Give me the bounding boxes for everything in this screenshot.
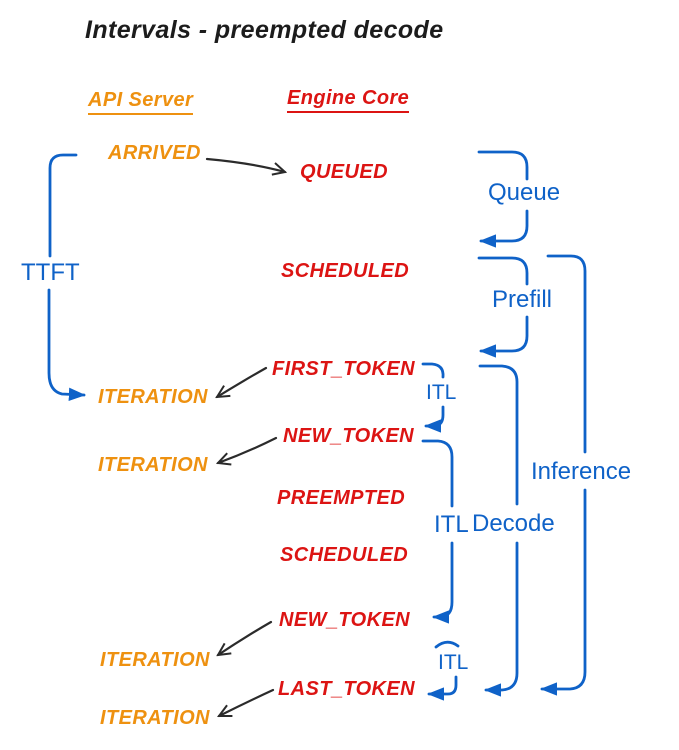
event-iteration-4: ITERATION <box>100 707 210 729</box>
interval-label-inference: Inference <box>531 458 632 485</box>
arrow-arrived-to-queued <box>205 157 285 172</box>
event-first-token: FIRST_TOKEN <box>272 358 415 380</box>
event-new-token-2: NEW_TOKEN <box>279 609 411 631</box>
event-scheduled-1: SCHEDULED <box>281 260 410 282</box>
event-last-token: LAST_TOKEN <box>278 678 415 700</box>
column-header-engine-core: Engine Core <box>287 88 410 113</box>
interval-label-itl-first: ITL <box>426 381 457 404</box>
interval-label-ttft: TTFT <box>21 259 80 286</box>
arrow-first-token-to-iteration <box>217 366 268 397</box>
arrow-new-token2-to-iteration <box>218 620 273 655</box>
arrow-new-token-to-iteration <box>218 436 278 463</box>
interval-label-decode: Decode <box>472 510 555 537</box>
event-arrived: ARRIVED <box>108 142 201 164</box>
event-iteration-3: ITERATION <box>100 649 210 671</box>
event-new-token-1: NEW_TOKEN <box>283 425 415 447</box>
arrow-last-token-to-iteration <box>219 688 275 718</box>
diagram-title: Intervals - preempted decode <box>85 16 444 44</box>
event-iteration-2: ITERATION <box>98 454 208 476</box>
interval-label-itl-long: ITL <box>434 511 469 538</box>
event-scheduled-2: SCHEDULED <box>280 544 409 566</box>
event-preempted: PREEMPTED <box>277 487 406 509</box>
event-iteration-1: ITERATION <box>98 386 208 408</box>
column-header-api-server: API Server <box>88 90 194 115</box>
interval-label-itl-last: ITL <box>438 651 469 674</box>
interval-label-queue: Queue <box>488 179 561 206</box>
event-queued: QUEUED <box>300 161 388 183</box>
interval-label-prefill: Prefill <box>492 286 553 313</box>
